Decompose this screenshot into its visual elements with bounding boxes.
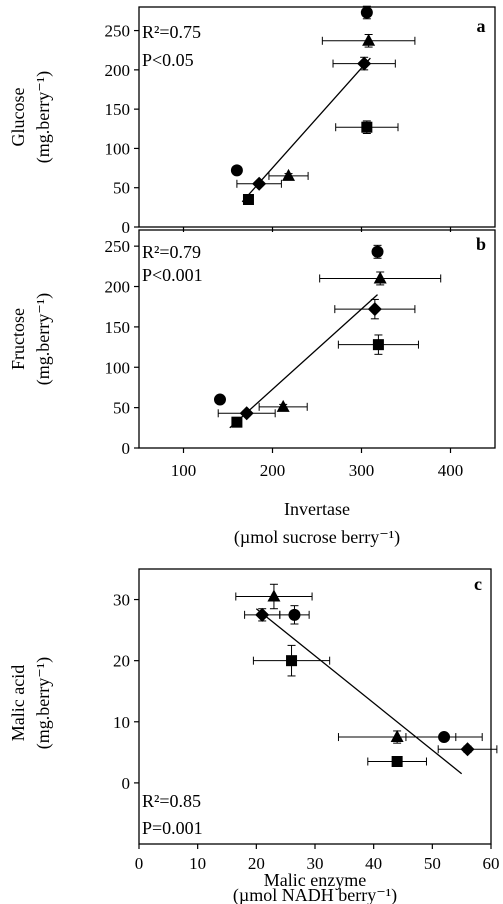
panel-a-y-axis-title-line1: Glucose xyxy=(8,87,28,146)
panel-c-r-squared: R²=0.85 xyxy=(142,791,201,811)
panel-b-ticks: 0 50 100 150 200 250 100 200 300 400 xyxy=(105,237,464,480)
panel-b-letter: b xyxy=(476,234,486,254)
panel-c-x-axis-title-line2: (µmol NADH berry⁻¹) xyxy=(233,885,397,904)
panel-a-ytick-label-250: 250 xyxy=(105,22,131,41)
panel-c-y-axis-title-line2: (mg.berry⁻¹) xyxy=(33,657,54,749)
panel-b-xtick-label-200: 200 xyxy=(260,461,286,480)
panel-c-point-circle-5 xyxy=(438,731,451,744)
panel-b-xtick-label-400: 400 xyxy=(438,461,464,480)
panel-c-letter: c xyxy=(474,574,482,594)
panel-a-ytick-label-100: 100 xyxy=(105,139,131,158)
panel-b-point-diamond-2 xyxy=(239,406,254,421)
panel-a-plot-frame xyxy=(138,6,496,228)
panel-b-point-triangle-5 xyxy=(373,271,387,284)
panel-b-xtick-label-300: 300 xyxy=(349,461,375,480)
panel-c-xtick-label-10: 10 xyxy=(189,854,206,873)
panel-c-p-value: P=0.001 xyxy=(142,818,203,838)
panel-c-point-triangle-0 xyxy=(267,589,281,602)
panel-c-point-circle-2 xyxy=(288,608,301,621)
panel-a-point-square-1 xyxy=(242,194,254,205)
panel-b-marks xyxy=(213,244,442,429)
panel-b-ytick-label-200: 200 xyxy=(105,278,131,297)
panel-c-point-triangle-4 xyxy=(390,730,404,743)
panel-b-point-square-7 xyxy=(372,339,384,351)
panel-a-ticks: 0 50 100 150 200 250 xyxy=(105,22,452,237)
panel-a-ytick-label-150: 150 xyxy=(105,100,131,119)
panel-a-point-square-7 xyxy=(361,121,373,133)
panel-b-point-square-1 xyxy=(231,416,243,428)
panel-b-fit-line xyxy=(229,294,378,429)
panel-c-xtick-label-50: 50 xyxy=(424,854,441,873)
panel-c-xtick-label-60: 60 xyxy=(483,854,500,873)
panel-b-p-value: P<0.001 xyxy=(142,265,203,285)
panel-a-point-triangle-3 xyxy=(282,168,296,181)
panel-a-glucose: 0 50 100 150 200 250 R²=0.75 P<0.05 a Glucose… xyxy=(8,5,496,237)
panel-b-point-diamond-6 xyxy=(367,302,382,317)
panel-b-ytick-label-0: 0 xyxy=(122,439,131,458)
panel-a-ytick-label-50: 50 xyxy=(113,179,130,198)
panel-b-y-axis-title-line2: (mg.berry⁻¹) xyxy=(33,293,54,385)
panel-a-point-diamond-2 xyxy=(252,176,267,191)
panel-a-point-circle-0 xyxy=(230,164,243,177)
panel-c-xtick-label-20: 20 xyxy=(248,854,265,873)
panel-c-x-axis-title-line1: Malic enzyme xyxy=(264,870,366,890)
panel-b-plot-frame xyxy=(138,229,496,449)
panel-b-ytick-label-50: 50 xyxy=(113,399,130,418)
panel-c-ytick-label-20: 20 xyxy=(113,652,130,671)
panel-b-point-circle-0 xyxy=(213,393,226,406)
panel-b-point-circle-4 xyxy=(371,245,384,258)
panel-c-fit-line xyxy=(255,608,463,775)
panel-a-y-axis-title-line2: (mg.berry⁻¹) xyxy=(33,71,54,163)
panel-b-ytick-label-250: 250 xyxy=(105,237,131,256)
panel-a-point-circle-4 xyxy=(360,6,373,19)
panel-a-letter: a xyxy=(477,16,486,36)
panel-a-point-diamond-6 xyxy=(357,56,372,71)
panel-c-malic-acid: 0 10 20 30 0 10 20 30 40 50 60 R²=0.85 P=0.001 c M… xyxy=(8,568,500,904)
panel-c-ticks: 0 10 20 30 0 10 20 30 40 50 60 xyxy=(113,591,500,873)
panel-a-marks xyxy=(230,5,416,205)
panel-b-point-triangle-3 xyxy=(276,399,290,412)
panel-b-x-axis-title-line2: (µmol sucrose berry⁻¹) xyxy=(234,527,400,548)
panel-c-point-square-7 xyxy=(391,756,403,767)
panel-b-y-axis-title-line1: Fructose xyxy=(8,308,28,370)
panel-c-marks xyxy=(235,583,498,775)
panel-c-xtick-label-40: 40 xyxy=(365,854,382,873)
panel-c-point-square-3 xyxy=(286,655,298,667)
panel-c-xtick-label-0: 0 xyxy=(135,854,144,873)
panel-b-xtick-label-100: 100 xyxy=(171,461,197,480)
panel-a-ytick-label-0: 0 xyxy=(122,218,131,237)
panel-a-r-squared: R²=0.75 xyxy=(142,22,201,42)
panel-a-fit-line xyxy=(241,57,371,203)
panel-b-x-axis-title-line1: Invertase xyxy=(284,499,350,519)
panel-b-ytick-label-150: 150 xyxy=(105,318,131,337)
panel-c-ytick-label-10: 10 xyxy=(113,713,130,732)
panel-a-ytick-label-200: 200 xyxy=(105,61,131,80)
panel-b-ytick-label-100: 100 xyxy=(105,358,131,377)
panel-b-fructose: 0 50 100 150 200 250 100 200 300 400 R²=0.79 P<0.… xyxy=(8,229,496,548)
panel-c-point-diamond-6 xyxy=(460,742,475,757)
panel-a-p-value: P<0.05 xyxy=(142,50,194,70)
panel-c-xtick-label-30: 30 xyxy=(307,854,324,873)
panel-c-point-diamond-1 xyxy=(255,607,270,622)
panel-b-r-squared: R²=0.79 xyxy=(142,242,201,262)
panel-c-y-axis-title-line1: Malic acid xyxy=(8,665,28,741)
panel-c-ytick-label-0: 0 xyxy=(122,774,131,793)
panel-a-point-triangle-5 xyxy=(362,33,376,46)
panel-c-ytick-label-30: 30 xyxy=(113,591,130,610)
